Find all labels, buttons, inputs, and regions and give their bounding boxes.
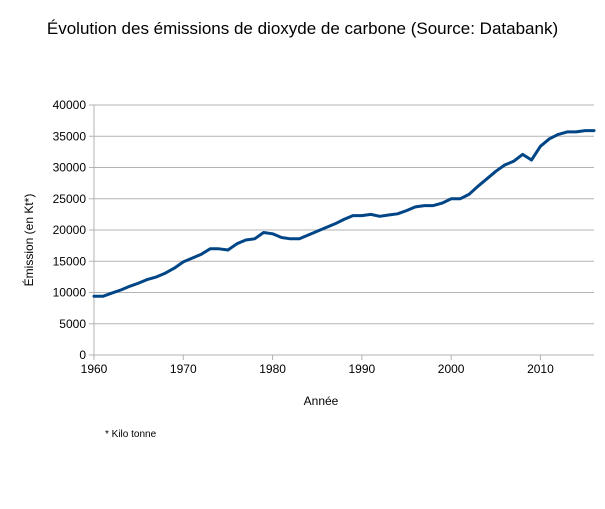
tick-labels: 0 5000 10000 15000 20000 25000 30000 35000 40000… <box>53 98 554 376</box>
x-tick-label: 2000 <box>438 362 465 376</box>
y-tick-label: 40000 <box>53 98 87 112</box>
y-tick-label: 0 <box>79 348 86 362</box>
y-tick-label: 20000 <box>53 223 87 237</box>
y-tick-label: 10000 <box>53 286 87 300</box>
x-tick-label: 1970 <box>170 362 197 376</box>
x-tick-label: 1960 <box>81 362 108 376</box>
y-tick-label: 30000 <box>53 161 87 175</box>
y-tick-label: 25000 <box>53 192 87 206</box>
y-axis-title: Émission (en Kt*) <box>21 194 36 287</box>
x-tick-label: 1990 <box>349 362 376 376</box>
y-tick-label: 15000 <box>53 254 87 268</box>
x-tick-label: 2010 <box>527 362 554 376</box>
y-tick-label: 5000 <box>59 317 86 331</box>
chart-title: Évolution des émissions de dioxyde de ca… <box>46 19 559 38</box>
y-tick-label: 35000 <box>53 129 87 143</box>
series-line <box>92 129 596 298</box>
x-tick-label: 1980 <box>259 362 286 376</box>
series-layer <box>92 129 596 298</box>
gridlines <box>94 104 594 356</box>
footnote: * Kilo tonne <box>105 429 157 440</box>
x-axis-title: Année <box>304 394 339 408</box>
axes <box>89 104 594 360</box>
